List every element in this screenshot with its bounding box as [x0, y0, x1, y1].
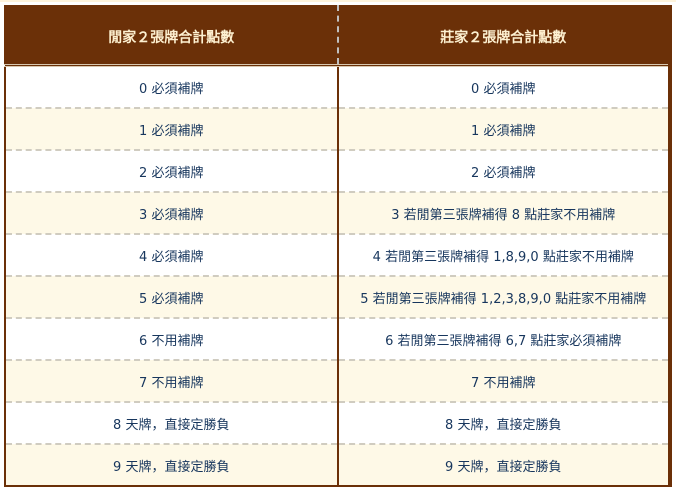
table-row: 5 必須補牌 5 若閒第三張牌補得 1,2,3,8,9,0 點莊家不用補牌 [5, 275, 670, 318]
header-row: 閒家２張牌合計點數 莊家２張牌合計點數 [5, 5, 670, 67]
table-row: 4 必須補牌 4 若閒第三張牌補得 1,8,9,0 點莊家不用補牌 [5, 233, 670, 276]
banker-cell: 3 若閒第三張牌補得 8 點莊家不用補牌 [337, 191, 670, 234]
table-row: 2 必須補牌 2 必須補牌 [5, 149, 670, 192]
player-cell: 5 必須補牌 [5, 275, 339, 318]
banker-cell: 1 必須補牌 [337, 107, 670, 150]
player-cell: 2 必須補牌 [5, 149, 339, 192]
baccarat-draw-rules-table: 閒家２張牌合計點數 莊家２張牌合計點數 0 必須補牌 0 必須補牌 1 必須補牌 1 … [4, 5, 672, 487]
player-cell: 7 不用補牌 [5, 359, 339, 402]
banker-cell: 6 若閒第三張牌補得 6,7 點莊家必須補牌 [337, 317, 670, 360]
header-banker: 莊家２張牌合計點數 [337, 5, 670, 67]
table-row: 7 不用補牌 7 不用補牌 [5, 359, 670, 402]
table-row: 1 必須補牌 1 必須補牌 [5, 107, 670, 150]
banker-cell: 5 若閒第三張牌補得 1,2,3,8,9,0 點莊家不用補牌 [337, 275, 670, 318]
player-cell: 0 必須補牌 [5, 64, 339, 108]
player-cell: 9 天牌，直接定勝負 [5, 443, 339, 486]
player-cell: 4 必須補牌 [5, 233, 339, 276]
player-cell: 3 必須補牌 [5, 191, 339, 234]
player-cell: 6 不用補牌 [5, 317, 339, 360]
player-cell: 8 天牌，直接定勝負 [5, 401, 339, 444]
header-player: 閒家２張牌合計點數 [5, 5, 339, 67]
banker-cell: 7 不用補牌 [337, 359, 670, 402]
banker-cell: 4 若閒第三張牌補得 1,8,9,0 點莊家不用補牌 [337, 233, 670, 276]
table-row: 8 天牌，直接定勝負 8 天牌，直接定勝負 [5, 401, 670, 444]
table-row: 6 不用補牌 6 若閒第三張牌補得 6,7 點莊家必須補牌 [5, 317, 670, 360]
banker-cell: 8 天牌，直接定勝負 [337, 401, 670, 444]
table-row: 0 必須補牌 0 必須補牌 [5, 64, 670, 108]
banker-cell: 2 必須補牌 [337, 149, 670, 192]
banker-cell: 0 必須補牌 [337, 64, 670, 108]
player-cell: 1 必須補牌 [5, 107, 339, 150]
banker-cell: 9 天牌，直接定勝負 [337, 443, 670, 486]
table-row: 3 必須補牌 3 若閒第三張牌補得 8 點莊家不用補牌 [5, 191, 670, 234]
top-divider [0, 0, 676, 2]
table-row: 9 天牌，直接定勝負 9 天牌，直接定勝負 [5, 443, 670, 486]
